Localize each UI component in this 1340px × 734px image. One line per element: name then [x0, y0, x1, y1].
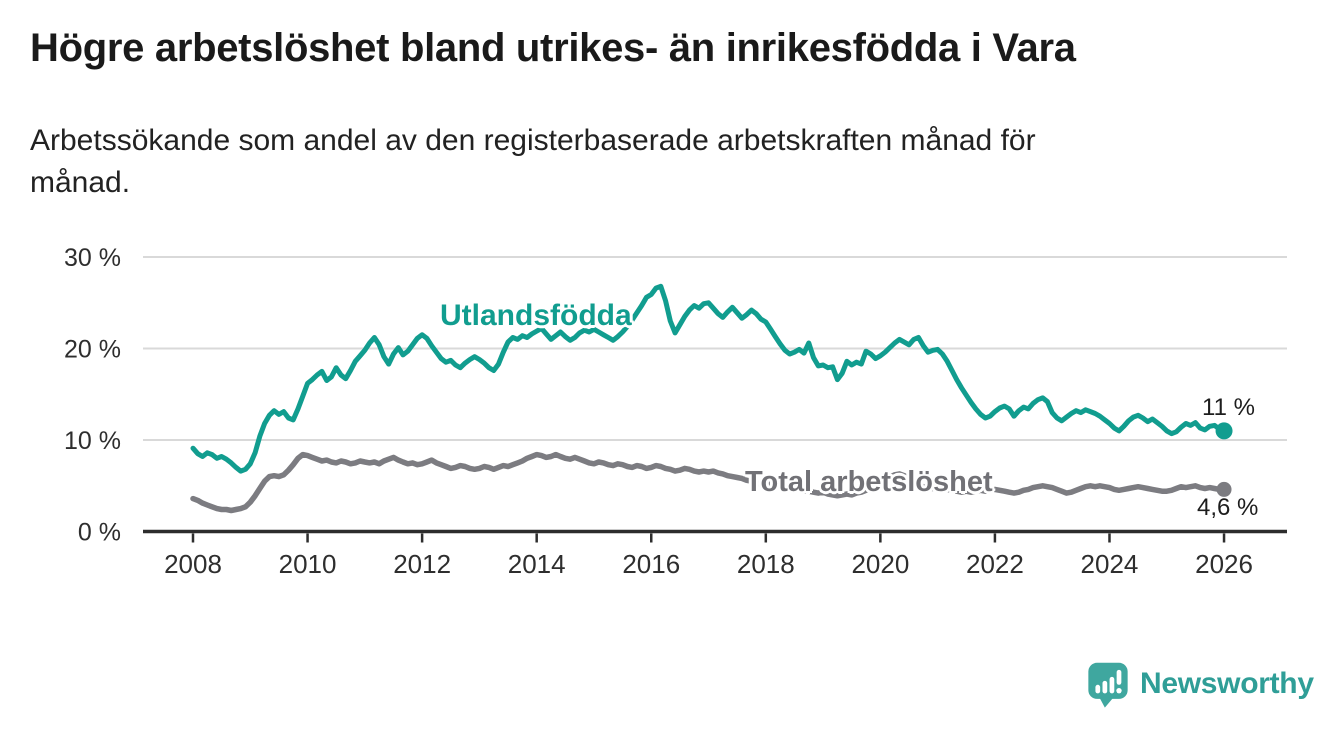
x-tick-label: 2014: [508, 549, 566, 579]
newsworthy-logo: Newsworthy: [1086, 656, 1314, 712]
x-tick-label: 2016: [622, 549, 680, 579]
x-tick-label: 2022: [966, 549, 1024, 579]
bar-icon-small: [1095, 684, 1101, 694]
series-label-total-arbetsloshet: Total arbetslöshet: [745, 466, 993, 498]
chart-subtitle: Arbetssökande som andel av den registerb…: [30, 124, 1036, 199]
x-tick-label: 2020: [851, 549, 909, 579]
chart-title: Högre arbetslöshet bland utrikes- än inr…: [30, 26, 1076, 70]
y-tick-label: 0 %: [78, 519, 121, 547]
bar-icon-tall: [1109, 676, 1115, 694]
speech-bubble-tail: [1099, 697, 1114, 708]
exclamation-bar-icon: [1116, 669, 1122, 685]
end-value-label-total: 4,6 %: [1197, 494, 1259, 521]
end-dot-utlandsfodda: [1215, 422, 1233, 440]
speech-bubble: [1088, 662, 1128, 699]
x-tick-label: 2012: [393, 549, 451, 579]
x-tick-label: 2024: [1081, 549, 1139, 579]
end-value-label-utlandsfodda: 11 %: [1202, 394, 1255, 421]
y-tick-label: 10 %: [64, 427, 121, 455]
x-tick-label: 2010: [279, 549, 337, 579]
brand-name: Newsworthy: [1140, 667, 1314, 700]
y-tick-label: 30 %: [64, 244, 121, 272]
x-tick-label: 2018: [737, 549, 795, 579]
exclamation-dot-icon: [1116, 688, 1122, 694]
x-tick-label: 2008: [164, 549, 222, 579]
y-tick-label: 20 %: [64, 336, 121, 364]
x-tick-label: 2026: [1195, 549, 1253, 579]
series-line-total: [190, 451, 1227, 514]
newsworthy-bubble-chart-icon: [1088, 662, 1128, 708]
end-dot-total: [1216, 481, 1232, 497]
series-label-utlandsfodda: Utlandsfödda: [440, 299, 632, 332]
bar-icon-medium: [1102, 680, 1108, 694]
series-line-utlandsfodda: [190, 283, 1227, 474]
